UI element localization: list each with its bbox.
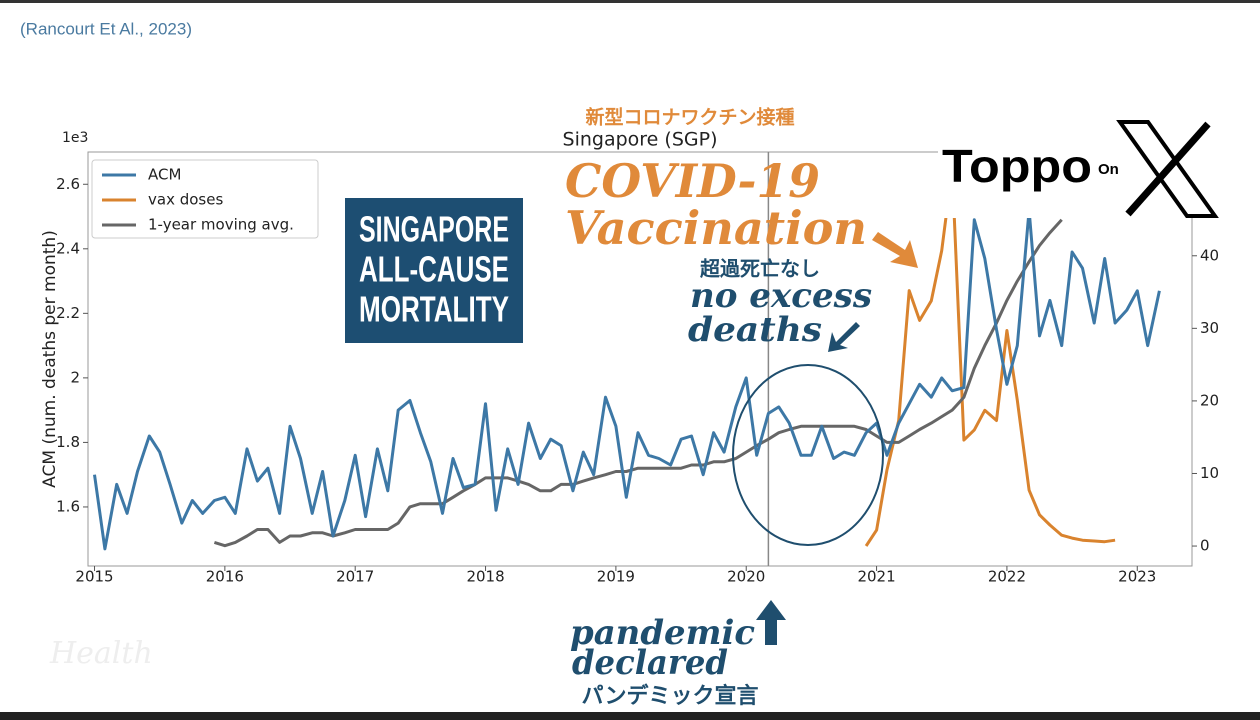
y-tick-label: 2.6 xyxy=(56,175,80,193)
legend-label: vax doses xyxy=(148,191,223,209)
annotation: COVID-19 xyxy=(565,154,820,208)
box-text: SINGAPORE xyxy=(359,209,509,250)
annotation: pandemic xyxy=(570,613,755,653)
highlight-circle xyxy=(732,364,884,546)
arrow xyxy=(828,322,860,352)
x-tick-label: 2022 xyxy=(988,568,1026,586)
annotation: パンデミック宣言 xyxy=(581,683,758,709)
y-axis-label: ACM (num. deaths per month) xyxy=(40,230,60,488)
brand-name: Toppo xyxy=(942,140,1092,192)
title-box xyxy=(345,198,523,343)
legend-label: 1-year moving avg. xyxy=(148,216,294,234)
x-tick-label: 2021 xyxy=(857,568,895,586)
annotation: 超過死亡なし xyxy=(699,257,820,281)
x-tick-label: 2015 xyxy=(75,568,113,586)
box-text: MORTALITY xyxy=(359,289,509,330)
y-tick-label: 2.2 xyxy=(56,304,80,322)
y2-tick-label: 0 xyxy=(1200,537,1210,555)
legend-box xyxy=(91,159,319,239)
series-line xyxy=(864,167,1116,547)
series-line xyxy=(93,208,1161,551)
annotation: no excess xyxy=(690,276,872,316)
bottom-border xyxy=(0,712,1260,720)
annotation: 新型コロナワクチン接種 xyxy=(585,106,794,129)
y-tick-label: 2 xyxy=(70,368,80,386)
legend-label: ACM xyxy=(148,166,181,184)
arrow xyxy=(872,232,918,268)
y-tick-label: 1.8 xyxy=(56,433,80,451)
y2-tick-label: 40 xyxy=(1200,246,1219,264)
arrow xyxy=(756,600,786,645)
plot-frame xyxy=(87,151,1193,567)
chart-title: Singapore (SGP) xyxy=(563,129,718,151)
y-tick-label: 1.6 xyxy=(56,497,80,515)
box-text: ALL-CAUSE xyxy=(359,249,509,290)
x-logo xyxy=(1125,121,1211,217)
annotation: Vaccination xyxy=(565,201,867,255)
annotation: declared xyxy=(572,643,728,683)
x-tick-label: 2018 xyxy=(466,568,504,586)
y2-tick-label: 30 xyxy=(1200,319,1219,337)
x-tick-label: 2016 xyxy=(206,568,244,586)
source: (Rancourt Et Al., 2023) xyxy=(20,19,192,38)
x-tick-label: 2019 xyxy=(597,568,635,586)
watermark: Health xyxy=(49,636,153,671)
axis-multiplier: 1e3 xyxy=(62,130,88,146)
top-border xyxy=(0,0,1260,3)
brand-on: On xyxy=(1098,161,1119,178)
y2-tick-label: 20 xyxy=(1200,391,1219,409)
x-tick-label: 2017 xyxy=(336,568,374,586)
y2-tick-label: 10 xyxy=(1200,464,1219,482)
x-tick-label: 2020 xyxy=(727,568,765,586)
annotation: deaths xyxy=(688,310,822,350)
y-tick-label: 2.4 xyxy=(56,239,80,257)
x-tick-label: 2023 xyxy=(1118,568,1156,586)
series-line xyxy=(213,218,1063,548)
